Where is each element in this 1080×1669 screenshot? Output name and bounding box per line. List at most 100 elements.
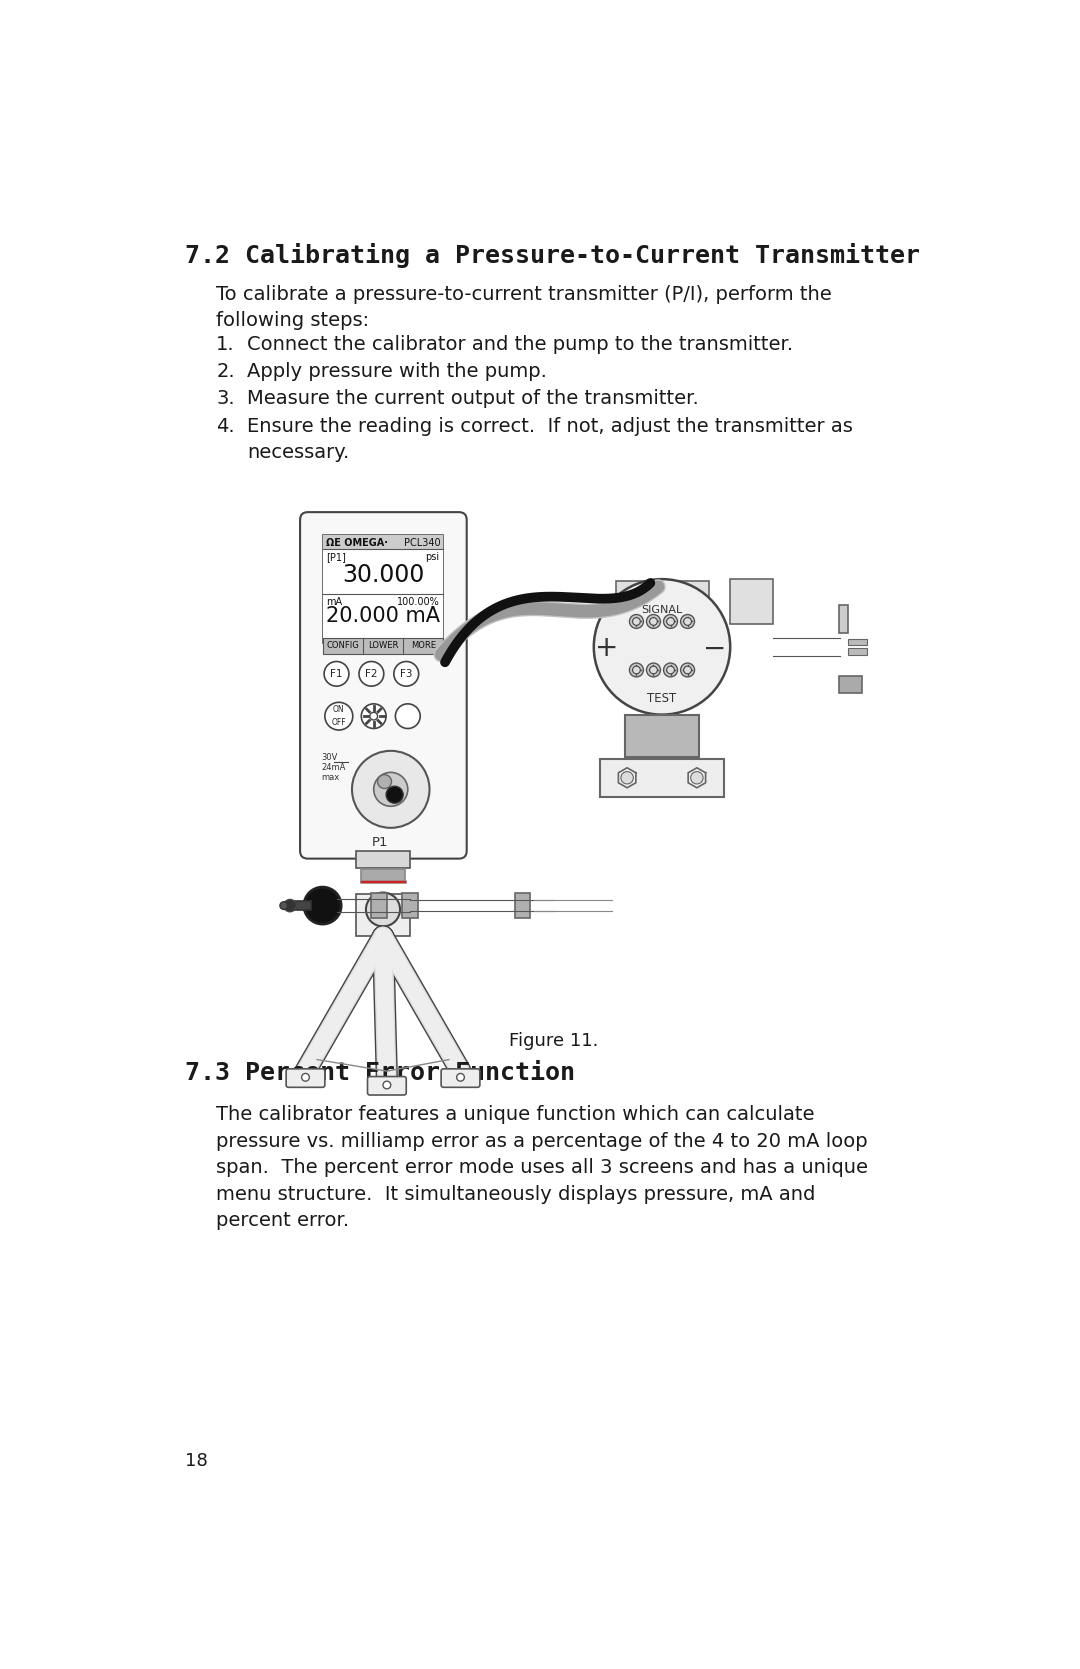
Text: F1: F1 <box>330 669 342 679</box>
Bar <box>848 639 867 646</box>
Circle shape <box>325 703 353 729</box>
Bar <box>372 893 387 918</box>
Circle shape <box>380 1071 394 1087</box>
Text: +: + <box>594 634 618 663</box>
Bar <box>839 676 862 693</box>
Text: F2: F2 <box>365 669 378 679</box>
Circle shape <box>383 1082 391 1088</box>
Circle shape <box>663 663 677 678</box>
Text: 3.: 3. <box>216 389 235 407</box>
Text: 20.000 mA: 20.000 mA <box>326 606 440 626</box>
Circle shape <box>352 751 430 828</box>
Bar <box>323 536 444 643</box>
Circle shape <box>280 901 287 910</box>
Circle shape <box>374 773 408 806</box>
Text: LOWER: LOWER <box>368 641 399 651</box>
Bar <box>625 714 699 758</box>
Circle shape <box>633 618 640 626</box>
Text: 2.: 2. <box>216 362 235 381</box>
Circle shape <box>366 893 400 926</box>
Circle shape <box>303 888 341 925</box>
Circle shape <box>457 1073 464 1082</box>
Text: 18: 18 <box>186 1452 208 1469</box>
Circle shape <box>633 666 640 674</box>
Circle shape <box>684 666 691 674</box>
Text: 30V: 30V <box>321 753 337 763</box>
Text: Apply pressure with the pump.: Apply pressure with the pump. <box>247 362 548 381</box>
Bar <box>848 649 867 654</box>
Text: 4.: 4. <box>216 417 235 436</box>
Text: 30.000: 30.000 <box>341 562 424 587</box>
Bar <box>616 581 708 624</box>
Text: Measure the current output of the transmitter.: Measure the current output of the transm… <box>247 389 699 407</box>
Bar <box>323 639 444 654</box>
Bar <box>403 893 418 918</box>
Ellipse shape <box>311 890 334 921</box>
FancyBboxPatch shape <box>367 1077 406 1095</box>
Bar <box>323 549 444 594</box>
Text: [P1]: [P1] <box>326 552 347 562</box>
Circle shape <box>394 661 419 686</box>
Text: ON: ON <box>333 704 345 714</box>
Text: ΩE OMEGA·: ΩE OMEGA· <box>326 537 389 547</box>
Text: 7.2 Calibrating a Pressure-to-Current Transmitter: 7.2 Calibrating a Pressure-to-Current Tr… <box>186 242 920 267</box>
Text: Ensure the reading is correct.  If not, adjust the transmitter as
necessary.: Ensure the reading is correct. If not, a… <box>247 417 853 462</box>
Circle shape <box>649 618 658 626</box>
Text: Connect the calibrator and the pump to the transmitter.: Connect the calibrator and the pump to t… <box>247 335 794 354</box>
Text: F3: F3 <box>400 669 413 679</box>
Text: psi: psi <box>426 552 440 562</box>
Circle shape <box>680 663 694 678</box>
Bar <box>294 901 311 910</box>
Bar <box>730 579 773 624</box>
Text: 24mA: 24mA <box>321 763 346 773</box>
Text: P1: P1 <box>372 836 388 848</box>
Text: TEST: TEST <box>647 691 677 704</box>
Text: PCL340: PCL340 <box>404 537 441 547</box>
Circle shape <box>362 704 387 728</box>
Circle shape <box>684 618 691 626</box>
Circle shape <box>680 614 694 629</box>
Circle shape <box>369 713 378 719</box>
Bar <box>356 851 410 868</box>
Circle shape <box>378 774 392 788</box>
FancyBboxPatch shape <box>286 1068 325 1087</box>
Text: 100.00%: 100.00% <box>396 598 440 608</box>
Text: max: max <box>321 773 339 783</box>
Bar <box>323 536 444 549</box>
Text: CONFIG: CONFIG <box>326 641 359 651</box>
Text: SIGNAL: SIGNAL <box>642 604 683 614</box>
Text: −: − <box>703 634 727 663</box>
Circle shape <box>691 771 703 784</box>
Bar <box>356 895 410 936</box>
Circle shape <box>359 661 383 686</box>
Text: 1.: 1. <box>216 335 235 354</box>
Text: MORE: MORE <box>410 641 436 651</box>
Text: OFF: OFF <box>332 718 346 728</box>
Circle shape <box>666 666 674 674</box>
Circle shape <box>284 900 296 911</box>
FancyBboxPatch shape <box>441 1068 480 1087</box>
FancyBboxPatch shape <box>300 512 467 858</box>
Circle shape <box>387 786 403 803</box>
Circle shape <box>630 614 644 629</box>
Bar <box>600 758 724 798</box>
Bar <box>360 880 406 883</box>
Bar <box>362 870 405 881</box>
Bar <box>323 594 444 639</box>
Text: mA: mA <box>326 598 342 608</box>
Circle shape <box>663 614 677 629</box>
Circle shape <box>621 771 633 784</box>
Text: To calibrate a pressure-to-current transmitter (P/I), perform the
following step: To calibrate a pressure-to-current trans… <box>216 285 832 330</box>
Text: 7.3 Percent Error Function: 7.3 Percent Error Function <box>186 1061 576 1085</box>
Circle shape <box>594 579 730 714</box>
Bar <box>515 893 530 918</box>
Circle shape <box>301 1073 309 1082</box>
Text: The calibrator features a unique function which can calculate
pressure vs. milli: The calibrator features a unique functio… <box>216 1105 868 1230</box>
Circle shape <box>647 663 661 678</box>
Text: Figure 11.: Figure 11. <box>509 1031 598 1050</box>
Circle shape <box>647 614 661 629</box>
Circle shape <box>666 618 674 626</box>
Bar <box>839 606 848 633</box>
Circle shape <box>324 661 349 686</box>
Circle shape <box>649 666 658 674</box>
